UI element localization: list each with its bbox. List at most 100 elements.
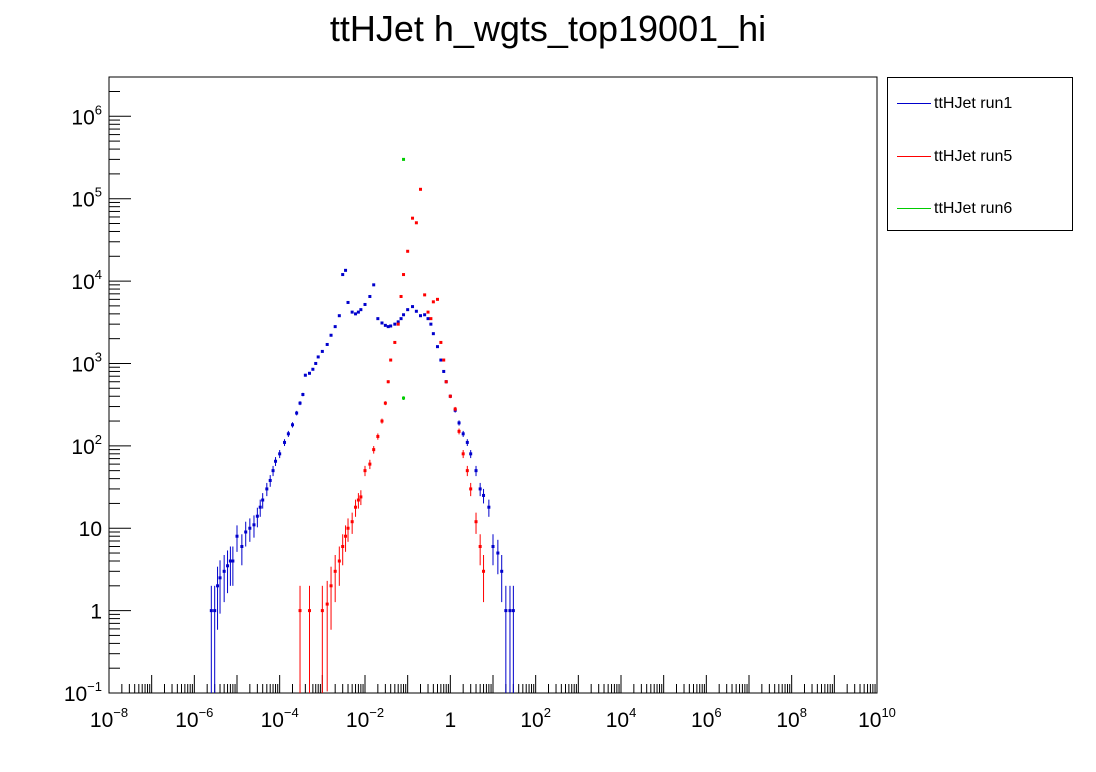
data-point	[461, 452, 465, 456]
data-point	[325, 342, 329, 346]
data-point	[435, 297, 439, 301]
data-point	[295, 411, 299, 415]
data-point	[298, 609, 302, 613]
data-point	[453, 407, 457, 411]
data-point	[396, 320, 400, 324]
data-point	[439, 358, 443, 362]
data-point	[478, 545, 482, 549]
data-point	[376, 317, 380, 321]
data-point	[226, 564, 230, 568]
data-point	[396, 322, 400, 326]
series-layer	[209, 157, 515, 693]
data-point	[359, 308, 363, 312]
data-point	[426, 317, 430, 321]
data-point	[337, 559, 341, 563]
data-point	[411, 305, 415, 309]
data-point	[356, 310, 360, 314]
data-point	[399, 317, 403, 321]
data-point	[402, 396, 406, 400]
data-point	[383, 401, 387, 405]
x-tick-label: 1010	[858, 705, 896, 732]
data-point	[368, 462, 372, 466]
y-tick-label: 102	[71, 432, 102, 459]
data-point	[344, 534, 348, 538]
data-point	[303, 373, 307, 377]
data-point	[325, 602, 329, 606]
data-point	[337, 314, 341, 318]
data-point	[354, 505, 358, 509]
data-point	[240, 545, 244, 549]
data-point	[383, 323, 387, 327]
data-point	[320, 349, 324, 353]
legend-label-run1: ttHJet run1	[934, 95, 1013, 112]
data-point	[244, 530, 248, 534]
data-point	[356, 498, 360, 502]
data-point	[402, 157, 406, 161]
data-point	[252, 523, 256, 527]
y-tick-label: 106	[71, 102, 102, 129]
data-point	[307, 609, 311, 613]
plot-frame	[108, 76, 878, 694]
data-point	[474, 520, 478, 524]
data-point	[278, 452, 282, 456]
data-point	[461, 432, 465, 436]
chart-title: ttHJet h_wgts_top19001_hi	[329, 8, 767, 49]
data-point	[255, 514, 259, 518]
data-point	[491, 545, 495, 549]
data-point	[350, 520, 354, 524]
data-point	[429, 317, 433, 321]
data-point	[465, 440, 469, 444]
data-point	[268, 478, 272, 482]
data-point	[389, 358, 393, 362]
legend-label-run6: ttHJet run6	[934, 200, 1013, 217]
x-tick-label: 108	[776, 705, 807, 732]
data-point	[372, 448, 376, 452]
data-point	[316, 355, 320, 359]
x-tick-label: 104	[606, 705, 637, 732]
data-point	[386, 380, 390, 384]
data-point	[500, 569, 504, 573]
data-point	[333, 325, 337, 329]
y-axis: 10−1 1 10 102 103 104 105 106	[64, 76, 131, 706]
data-point	[402, 313, 406, 317]
data-point	[414, 221, 418, 225]
data-point	[341, 545, 345, 549]
data-point	[419, 314, 423, 318]
y-tick-label: 105	[71, 185, 102, 212]
data-point	[380, 321, 384, 325]
data-point	[469, 452, 473, 456]
data-point	[426, 310, 430, 314]
legend-entry-run6: ttHJet run6	[888, 199, 1074, 219]
legend-swatch-run5	[897, 156, 931, 157]
data-point	[508, 609, 512, 613]
data-point	[414, 309, 418, 313]
x-tick-label: 10−4	[261, 705, 299, 732]
data-point	[346, 526, 350, 530]
data-point	[457, 421, 461, 425]
data-point	[329, 333, 333, 337]
data-point	[216, 584, 220, 588]
data-point	[298, 401, 302, 405]
data-point	[283, 440, 287, 444]
data-point	[222, 569, 226, 573]
data-point	[271, 469, 275, 473]
data-point	[333, 569, 337, 573]
data-point	[359, 495, 363, 499]
data-point	[429, 322, 433, 326]
x-axis: 10−8 10−6 10−4 10−2 1 102 104 106 108 1010	[90, 675, 896, 732]
data-point	[274, 459, 278, 463]
legend-swatch-run6	[897, 208, 931, 209]
data-point	[423, 313, 427, 317]
data-point	[380, 419, 384, 423]
data-point	[314, 361, 318, 365]
series-1	[209, 268, 515, 693]
data-point	[482, 493, 486, 497]
data-point	[350, 310, 354, 314]
x-tick-label: 10−2	[346, 705, 384, 732]
data-point	[406, 249, 410, 253]
data-point	[218, 576, 222, 580]
data-point	[386, 325, 390, 329]
data-point	[307, 371, 311, 375]
data-point	[478, 487, 482, 491]
